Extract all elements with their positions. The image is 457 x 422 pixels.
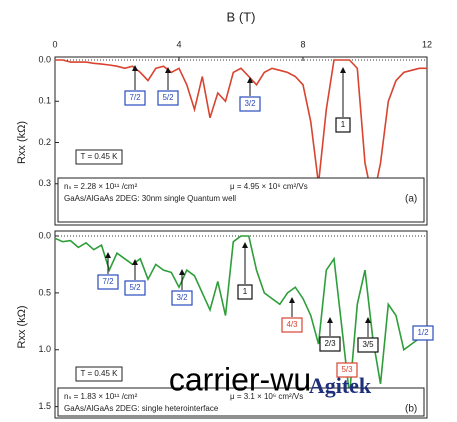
panel-label: (a) [405,194,417,205]
annotation-box [357,337,379,353]
y-tick-label: 0.0 [38,54,51,64]
annotation-label: 5/3 [341,365,353,374]
annotation-label: 1/2 [417,328,429,337]
plot-frame [54,230,428,419]
y-axis-label: Rxx (kΩ) [16,305,28,348]
plot-frame [54,56,428,226]
y-tick-label: 0.5 [38,287,51,297]
y-tick-label: 0.0 [38,230,51,240]
annotation-label: 2/3 [324,339,336,348]
annotation-box [97,274,119,290]
x-axis-label: B (T) [227,9,256,24]
annotation-label: 5/2 [162,93,174,102]
annotation-box [281,317,303,333]
temperature-box [75,366,123,382]
data-line [55,59,427,201]
y-tick-label: 0.2 [38,137,51,147]
density: nₛ = 1.83 × 10¹¹ /cm² [64,392,138,401]
annotation-box [335,117,351,133]
watermark: Agitek [309,373,372,398]
annotation-box [124,280,146,296]
y-tick-label: 0.3 [38,178,51,188]
annotation-box [124,90,146,106]
y-tick-label: 1.5 [38,401,51,411]
annotation-box [171,290,193,306]
annotation-box [157,90,179,106]
annotation-label: 3/2 [176,293,188,302]
y-tick-label: 0.1 [38,96,51,106]
mobility: μ = 4.95 × 10⁶ cm²/Vs [230,182,308,191]
temperature-box [75,149,123,165]
y-tick-label: 1.0 [38,344,51,354]
info-box [57,177,425,223]
info-box [57,387,425,417]
x-tick-label: 0 [52,39,57,49]
annotation-box [412,325,434,341]
x-tick-label: 12 [422,39,432,49]
x-tick-label: 4 [176,39,181,49]
annotation-label: 3/2 [244,99,256,108]
annotation-box [239,96,261,112]
annotation-box [336,362,358,378]
panel-label: (b) [405,404,417,415]
annotation-label: 3/5 [362,340,374,349]
annotation-label: 7/2 [102,277,114,286]
annotation-box [237,284,253,300]
annotation-label: 5/2 [129,283,141,292]
annotation-box [319,336,341,352]
y-axis-label: Rxx (kΩ) [16,121,28,164]
temperature: T = 0.45 K [81,369,119,378]
sample-description: GaAs/AlGaAs 2DEG: single heterointerface [64,404,219,413]
mobility: μ = 3.1 × 10⁶ cm²/Vs [230,392,303,401]
temperature: T = 0.45 K [81,152,119,161]
data-line [54,235,428,396]
density: nₛ = 2.28 × 10¹¹ /cm² [64,182,138,191]
annotation-label: 1 [341,120,346,129]
sample-description: GaAs/AlGaAs 2DEG: 30nm single Quantum we… [64,194,236,203]
annotation-label: 1 [243,287,248,296]
overlay-text: carrier-wu [169,361,311,397]
annotation-label: 4/3 [286,320,298,329]
annotation-label: 7/2 [129,93,141,102]
x-tick-label: 8 [300,39,305,49]
